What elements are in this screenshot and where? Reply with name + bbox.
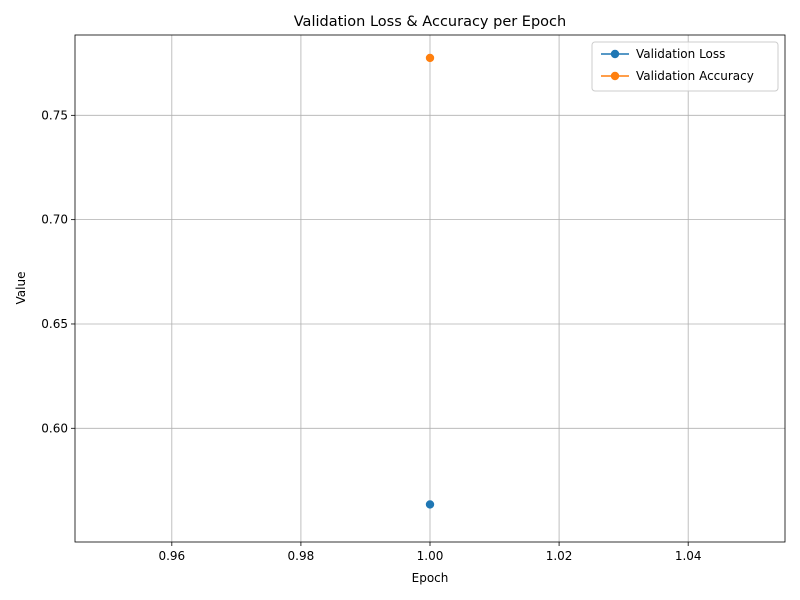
x-tick-label: 0.98 (288, 549, 315, 563)
y-tick-label: 0.75 (41, 108, 68, 122)
validation-loss-point (425, 500, 435, 509)
series-layer (425, 53, 435, 509)
x-axis-label: Epoch (412, 571, 449, 585)
x-tick-label: 0.96 (158, 549, 185, 563)
grid-layer (75, 35, 785, 542)
validation-accuracy-point (425, 53, 435, 63)
y-tick-label: 0.65 (41, 317, 68, 331)
legend-accuracy-label: Validation Accuracy (636, 69, 754, 83)
plot-frame (74, 34, 786, 543)
legend: Validation Loss Validation Accuracy (591, 41, 779, 92)
y-tick-label: 0.70 (41, 213, 68, 227)
ticks-layer: 0.96 0.98 1.00 1.02 1.04 0.60 0.65 0.70 0.75 (41, 108, 701, 563)
chart-title: Validation Loss & Accuracy per Epoch (294, 14, 566, 30)
legend-accuracy-marker (610, 71, 620, 81)
legend-loss-marker (610, 49, 620, 59)
x-tick-label: 1.00 (417, 549, 444, 563)
x-tick-label: 1.02 (546, 549, 573, 563)
y-tick-label: 0.60 (41, 421, 68, 435)
y-axis-label: Value (14, 272, 28, 305)
legend-box (591, 41, 779, 92)
x-tick-label: 1.04 (675, 549, 702, 563)
legend-loss-label: Validation Loss (636, 47, 725, 61)
